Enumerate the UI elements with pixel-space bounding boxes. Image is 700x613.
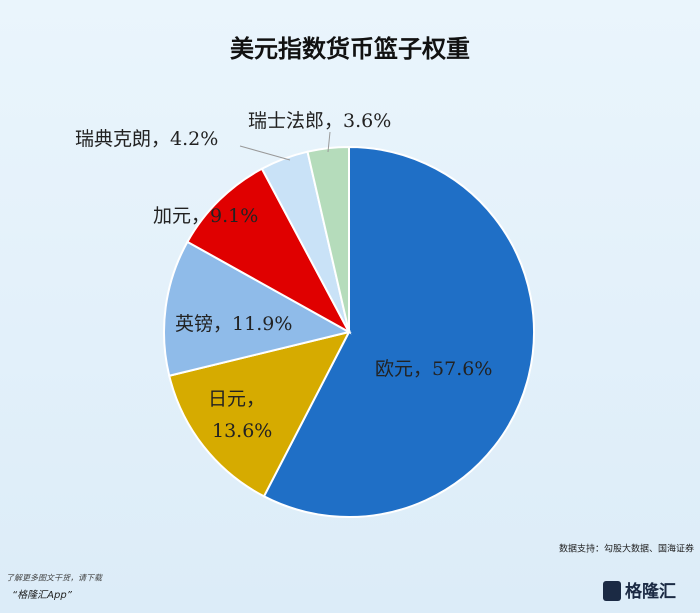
pie-slice [262, 145, 535, 518]
logo-icon [603, 581, 621, 601]
brand: 格隆汇 [625, 581, 676, 602]
label-value: 4.2% [170, 128, 218, 150]
pie-slice [163, 240, 352, 377]
data-label: 日元， 13.6% [208, 388, 272, 442]
label-category: 加元 [153, 205, 191, 227]
label-separator: ， [324, 110, 343, 132]
data-label: 英镑，11.9% [175, 313, 292, 335]
data-label: 瑞士法郎，3.6% [248, 110, 391, 132]
label-value: 11.9% [232, 313, 292, 335]
label-value: 9.1% [210, 205, 258, 227]
leader-line [327, 131, 331, 153]
pie-slice [186, 167, 352, 335]
label-separator: ， [151, 128, 170, 150]
label-separator: ， [246, 388, 265, 410]
data-label: 瑞典克朗，4.2% [75, 128, 218, 150]
data-label: 加元，9.1% [153, 205, 258, 227]
label-separator: ， [413, 358, 432, 380]
label-value: 57.6% [432, 358, 492, 380]
label-value: 13.6% [212, 420, 272, 442]
label-category: 瑞典克朗 [75, 128, 151, 150]
footer-line: “格隆汇App” [12, 589, 73, 601]
chart-title: 美元指数货币篮子权重 [230, 35, 470, 63]
leader-line [239, 145, 291, 161]
data-label: 欧元，57.6% [375, 358, 492, 380]
label-category: 日元 [208, 388, 246, 410]
footer-line: 了解更多图文干货，请下载 [6, 574, 103, 583]
pie-slice [168, 330, 351, 498]
label-value: 3.6% [343, 110, 391, 132]
label-category: 瑞士法郎 [248, 110, 324, 132]
pie: 欧元，57.6%日元， 13.6%英镑，11.9%加元，9.1%瑞典克朗，4.2%… [75, 110, 535, 518]
label-separator: ， [213, 313, 232, 335]
label-category: 欧元 [375, 358, 413, 380]
label-separator: ， [191, 205, 210, 227]
source: 数据支持：勾股大数据、国海证券 [559, 543, 694, 555]
label-category: 英镑 [175, 313, 213, 335]
